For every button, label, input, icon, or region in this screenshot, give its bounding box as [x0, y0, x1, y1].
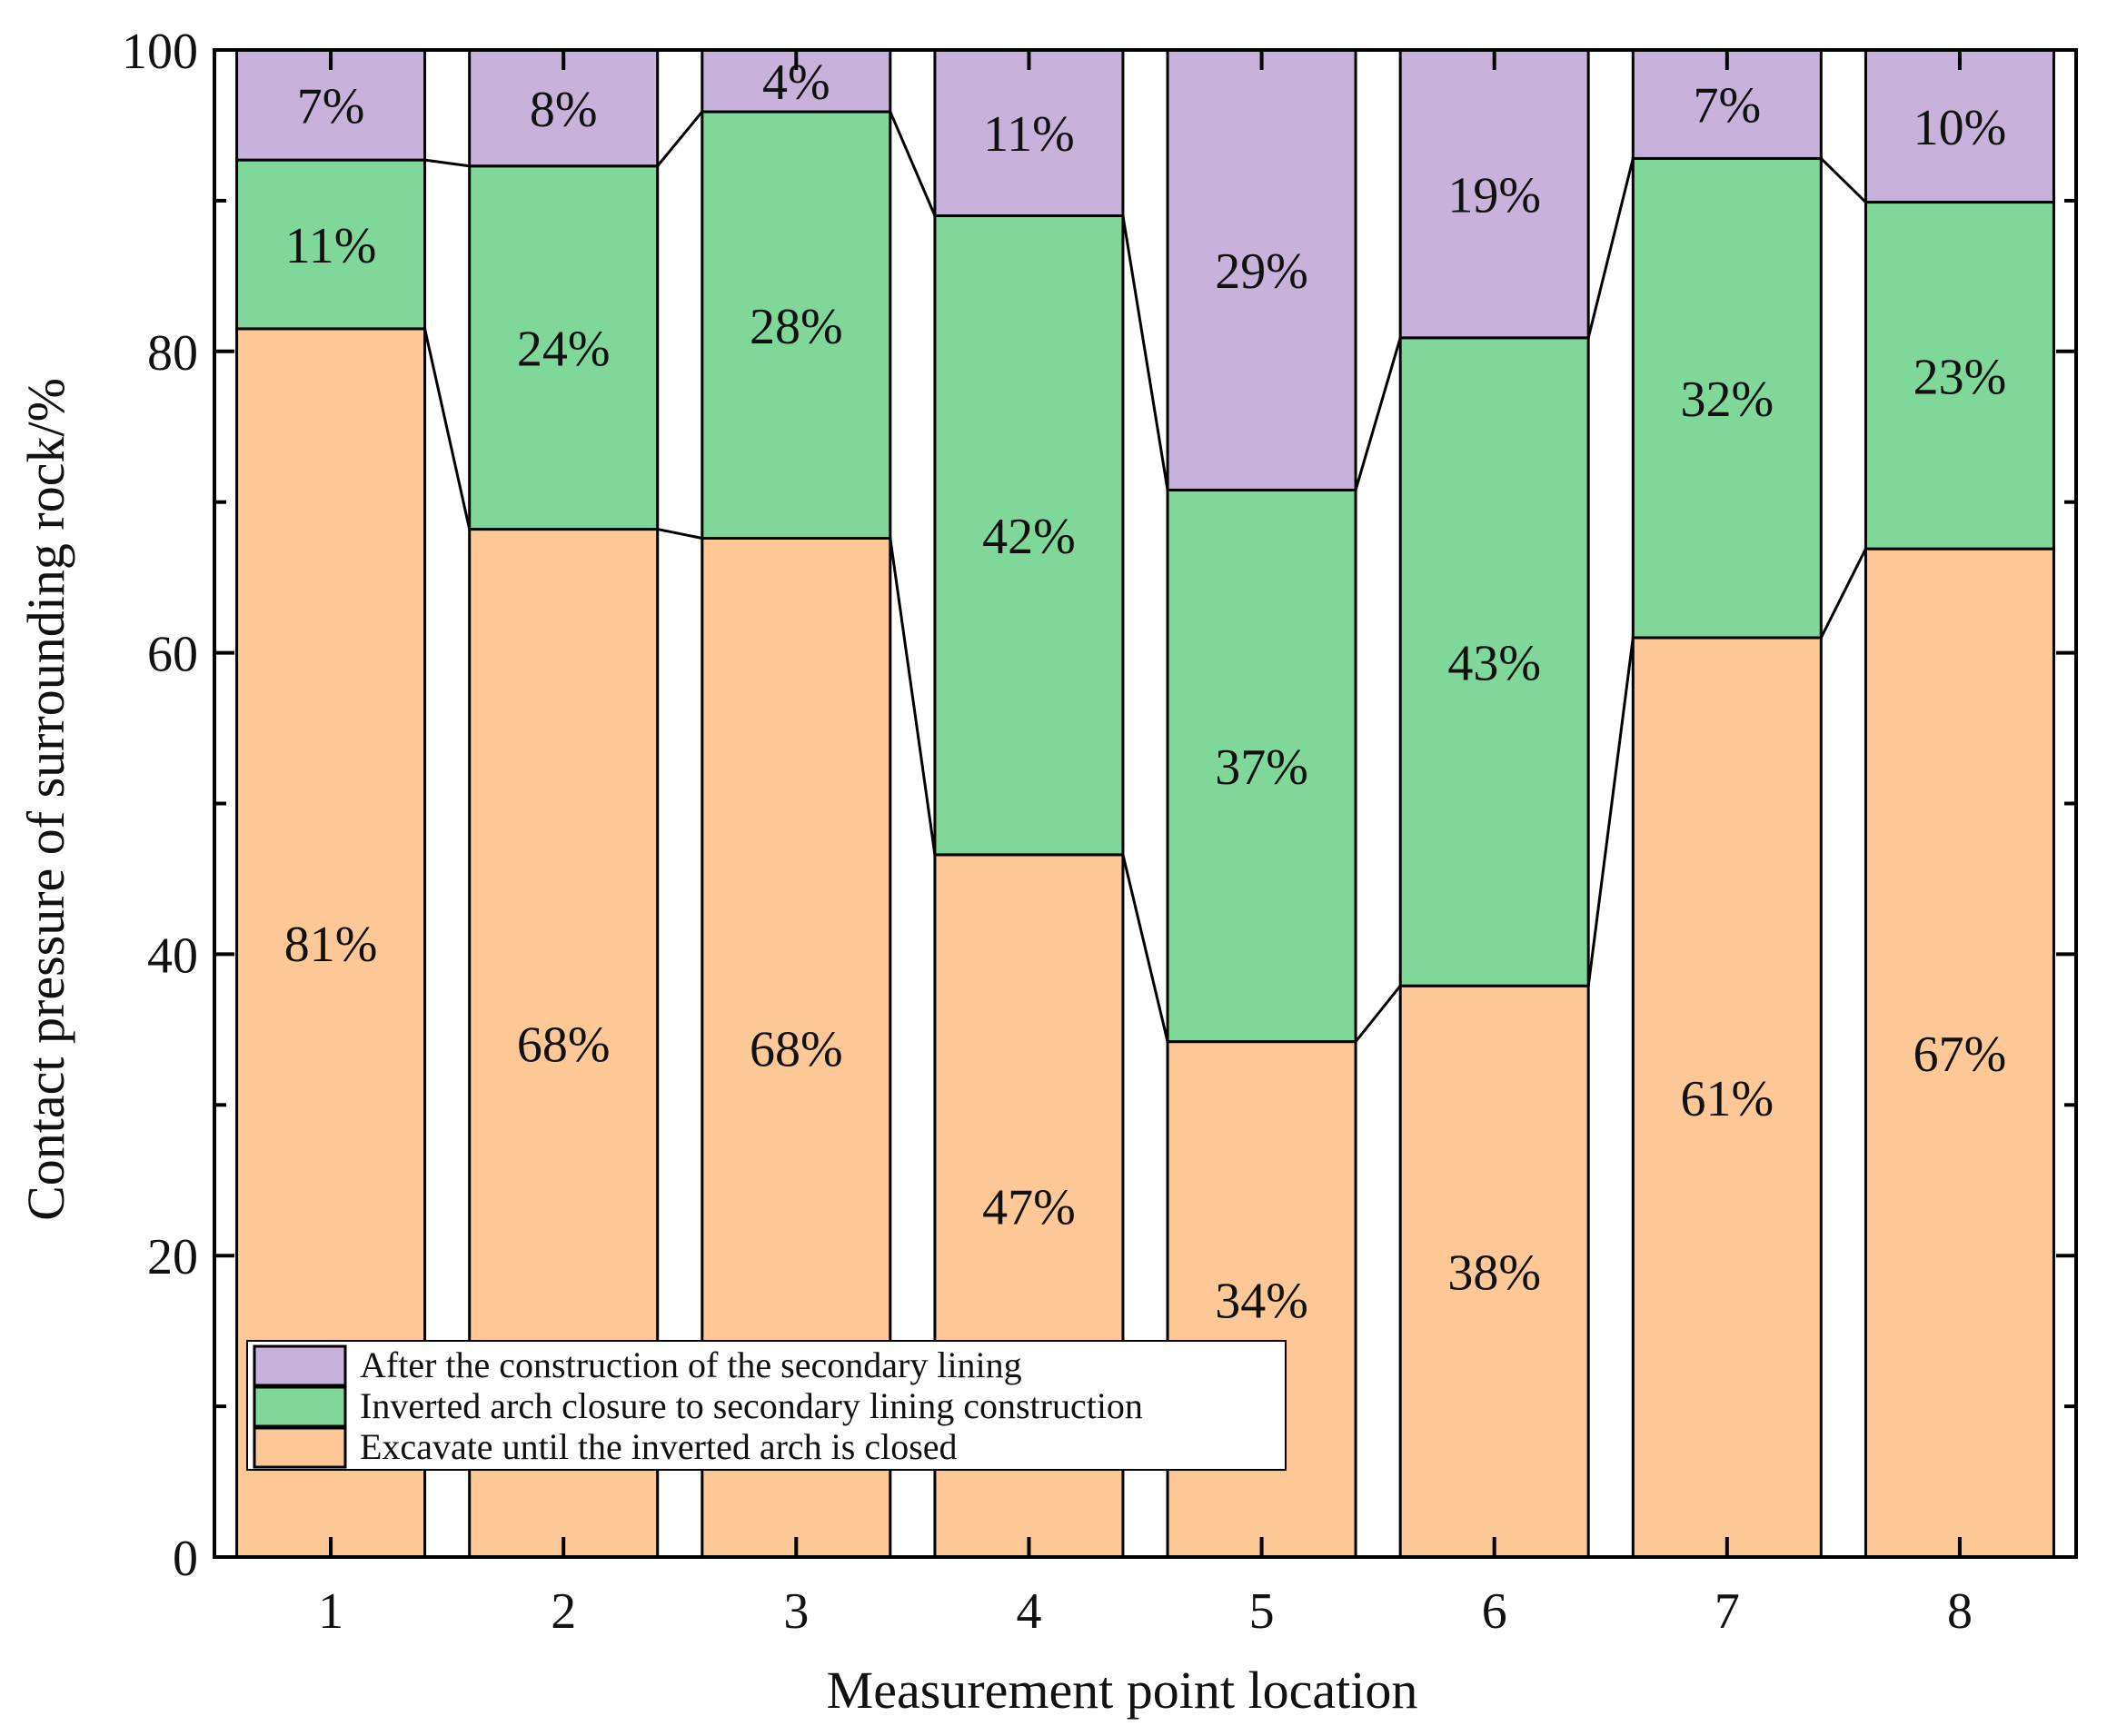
bar-segment-2-series-2 — [468, 164, 660, 531]
bar-value-label: 43% — [1447, 636, 1541, 692]
y-tick-label: 0 — [173, 1531, 198, 1587]
bar-segment-8-series-3 — [1864, 48, 2055, 204]
bar-value-label: 42% — [982, 509, 1076, 565]
bar-value-label: 11% — [983, 106, 1075, 163]
x-tick-label: 7 — [1714, 1583, 1740, 1640]
bar-value-label: 11% — [285, 218, 377, 274]
bar-value-label: 10% — [1913, 100, 2007, 156]
connector-line — [1121, 215, 1169, 491]
bar-value-label: 38% — [1447, 1245, 1541, 1302]
legend-label: Inverted arch closure to secondary linin… — [360, 1385, 1143, 1426]
bar-value-label: 34% — [1215, 1273, 1308, 1329]
bar-segment-8-series-2 — [1864, 201, 2055, 551]
bar-segment-1-series-2 — [235, 158, 427, 331]
connector-line — [1820, 157, 1867, 203]
bar-segment-3-series-3 — [701, 48, 892, 114]
y-tick-label: 80 — [147, 325, 198, 382]
bar-value-label: 29% — [1215, 243, 1308, 300]
bar-segment-6-series-2 — [1398, 336, 1590, 987]
bar-value-label: 28% — [750, 299, 843, 355]
legend: After the construction of the secondary … — [246, 1340, 1287, 1471]
axes-layer: 0 20 40 60 80 100 1 2 3 4 5 6 7 8 — [122, 24, 2078, 1640]
connector-line — [1121, 854, 1169, 1042]
connector-lines-layer — [423, 111, 1867, 1043]
y-tick-label: 40 — [147, 928, 198, 984]
legend-swatch — [253, 1426, 347, 1469]
bar-value-label: 7% — [297, 79, 365, 135]
bar-value-label: 61% — [1680, 1071, 1774, 1127]
connector-line — [1819, 548, 1867, 639]
connector-line — [424, 158, 470, 168]
bar-value-label: 68% — [750, 1021, 843, 1077]
x-tick-label: 4 — [1016, 1583, 1041, 1640]
bar-value-label: 19% — [1447, 167, 1541, 223]
connector-line — [889, 111, 937, 217]
x-tick-label: 6 — [1482, 1583, 1507, 1640]
connector-line — [423, 328, 472, 530]
bar-segment-5-series-3 — [1166, 48, 1357, 491]
bar-labels-layer: 81%11%7%68%24%8%68%28%4%47%42%11%34%37%2… — [284, 55, 2007, 1329]
x-tick-label: 1 — [318, 1583, 343, 1640]
connector-line — [657, 528, 703, 540]
bar-value-label: 68% — [517, 1017, 611, 1073]
bar-value-label: 24% — [517, 322, 611, 378]
bar-value-label: 7% — [1693, 78, 1761, 134]
bar-segment-3-series-2 — [701, 110, 892, 541]
connector-line — [1354, 337, 1402, 491]
bars-layer — [235, 48, 2055, 1559]
bar-segment-5-series-1 — [1166, 1040, 1357, 1559]
legend-label: After the construction of the secondary … — [360, 1344, 1022, 1385]
bar-value-label: 67% — [1913, 1027, 2007, 1083]
bar-segment-7-series-2 — [1631, 156, 1823, 640]
connector-line — [1354, 985, 1402, 1043]
x-tick-label: 8 — [1947, 1583, 1973, 1640]
bar-value-label: 8% — [530, 82, 598, 138]
x-axis-title: Measurement point location — [827, 1661, 1418, 1720]
x-tick-label: 5 — [1249, 1583, 1275, 1640]
connector-line — [656, 111, 703, 167]
bar-value-label: 23% — [1913, 349, 2007, 405]
connector-line — [1586, 158, 1635, 339]
y-tick-label: 20 — [147, 1229, 198, 1285]
legend-swatch — [253, 1344, 347, 1387]
y-tick-label: 100 — [122, 24, 198, 80]
legend-box — [246, 1340, 1287, 1471]
connector-line — [1586, 637, 1635, 987]
bar-segment-4-series-2 — [933, 213, 1125, 857]
legend-swatch — [253, 1385, 347, 1428]
y-axis-title: Contact pressure of surrounding rock/% — [16, 378, 75, 1221]
bar-value-label: 47% — [982, 1179, 1076, 1235]
legend-label: Excavate until the inverted arch is clos… — [360, 1426, 958, 1467]
bar-value-label: 81% — [284, 917, 378, 973]
y-tick-label: 60 — [147, 627, 198, 683]
bar-segment-6-series-1 — [1398, 984, 1590, 1559]
bar-value-label: 32% — [1680, 372, 1774, 428]
bar-segment-6-series-3 — [1398, 48, 1590, 340]
bar-segment-4-series-3 — [933, 48, 1125, 217]
bar-value-label: 37% — [1215, 739, 1308, 796]
x-tick-label: 2 — [551, 1583, 576, 1640]
bar-segment-7-series-1 — [1631, 636, 1823, 1559]
x-tick-label: 3 — [783, 1583, 809, 1640]
connector-line — [889, 538, 937, 856]
